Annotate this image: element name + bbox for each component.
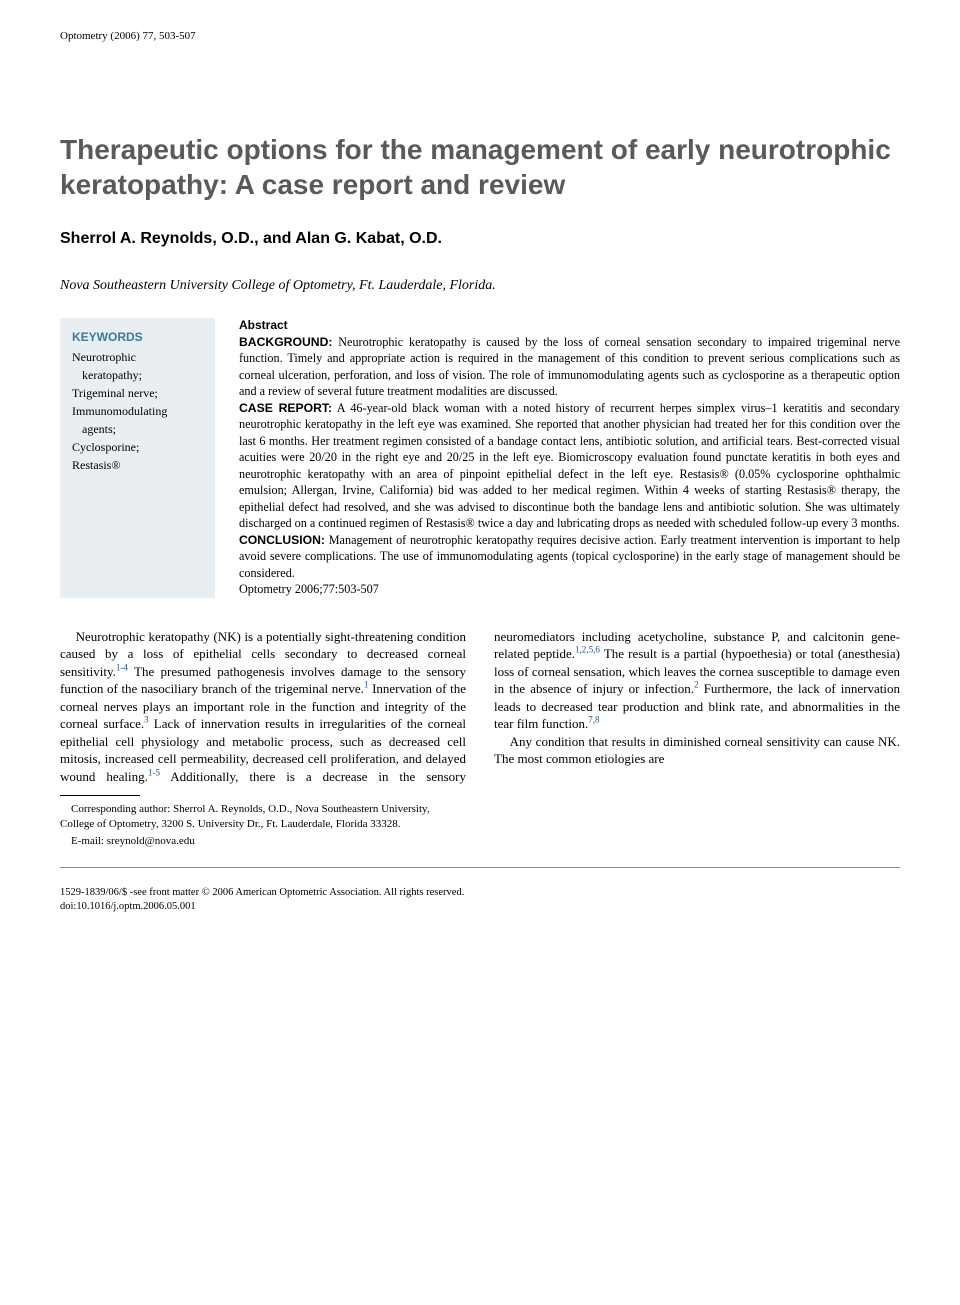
metadata-row: KEYWORDS Neurotrophic keratopathy; Trige… — [60, 318, 900, 598]
authors: Sherrol A. Reynolds, O.D., and Alan G. K… — [60, 230, 900, 248]
abstract-conclusion-text: Management of neurotrophic keratopathy r… — [239, 533, 900, 580]
copyright-block: 1529-1839/06/$ -see front matter © 2006 … — [60, 886, 900, 913]
keywords-heading: KEYWORDS — [72, 328, 203, 346]
keyword-item: Restasis® — [72, 456, 203, 474]
keyword-text: Neurotrophic — [72, 350, 136, 364]
abstract-background-label: BACKGROUND: — [239, 335, 332, 349]
keyword-item: Neurotrophic keratopathy; — [72, 348, 203, 384]
journal-reference: Optometry (2006) 77, 503-507 — [60, 30, 900, 42]
keyword-text: agents; — [72, 420, 203, 438]
citation-superscript[interactable]: 1,2,5,6 — [575, 645, 600, 655]
email-address[interactable]: sreynold@nova.edu — [107, 835, 195, 847]
citation-superscript[interactable]: 1-5 — [148, 768, 160, 778]
abstract-conclusion: CONCLUSION: Management of neurotrophic k… — [239, 532, 900, 581]
bottom-rule — [60, 867, 900, 868]
citation-superscript[interactable]: 7,8 — [588, 715, 599, 725]
abstract-citation: Optometry 2006;77:503-507 — [239, 581, 900, 597]
footnotes: Corresponding author: Sherrol A. Reynold… — [60, 802, 463, 849]
abstract-heading: Abstract — [239, 318, 900, 332]
corresponding-author: Corresponding author: Sherrol A. Reynold… — [60, 802, 463, 832]
keywords-box: KEYWORDS Neurotrophic keratopathy; Trige… — [60, 318, 215, 598]
abstract-background: BACKGROUND: Neurotrophic keratopathy is … — [239, 334, 900, 400]
keyword-item: Trigeminal nerve; — [72, 384, 203, 402]
footnote-rule — [60, 795, 140, 796]
article-title: Therapeutic options for the management o… — [60, 132, 900, 202]
doi-line: doi:10.1016/j.optm.2006.05.001 — [60, 900, 900, 914]
body-paragraph: Any condition that results in diminished… — [494, 733, 900, 768]
keyword-item: Immunomodulating agents; — [72, 402, 203, 438]
abstract-case-label: CASE REPORT: — [239, 401, 332, 415]
affiliation: Nova Southeastern University College of … — [60, 278, 900, 294]
email-label: E-mail: — [71, 835, 107, 847]
abstract-case-text: A 46-year-old black woman with a noted h… — [239, 401, 900, 530]
keyword-text: Immunomodulating — [72, 404, 167, 418]
email-line: E-mail: sreynold@nova.edu — [60, 834, 463, 849]
copyright-line: 1529-1839/06/$ -see front matter © 2006 … — [60, 886, 900, 900]
abstract-conclusion-label: CONCLUSION: — [239, 533, 325, 547]
abstract-case-report: CASE REPORT: A 46-year-old black woman w… — [239, 400, 900, 532]
keyword-item: Cyclosporine; — [72, 438, 203, 456]
citation-superscript[interactable]: 1-4 — [116, 662, 128, 672]
abstract-column: Abstract BACKGROUND: Neurotrophic kerato… — [239, 318, 900, 598]
abstract-background-text: Neurotrophic keratopathy is caused by th… — [239, 335, 900, 398]
keyword-text: keratopathy; — [72, 366, 203, 384]
body-text-columns: Neurotrophic keratopathy (NK) is a poten… — [60, 628, 900, 786]
